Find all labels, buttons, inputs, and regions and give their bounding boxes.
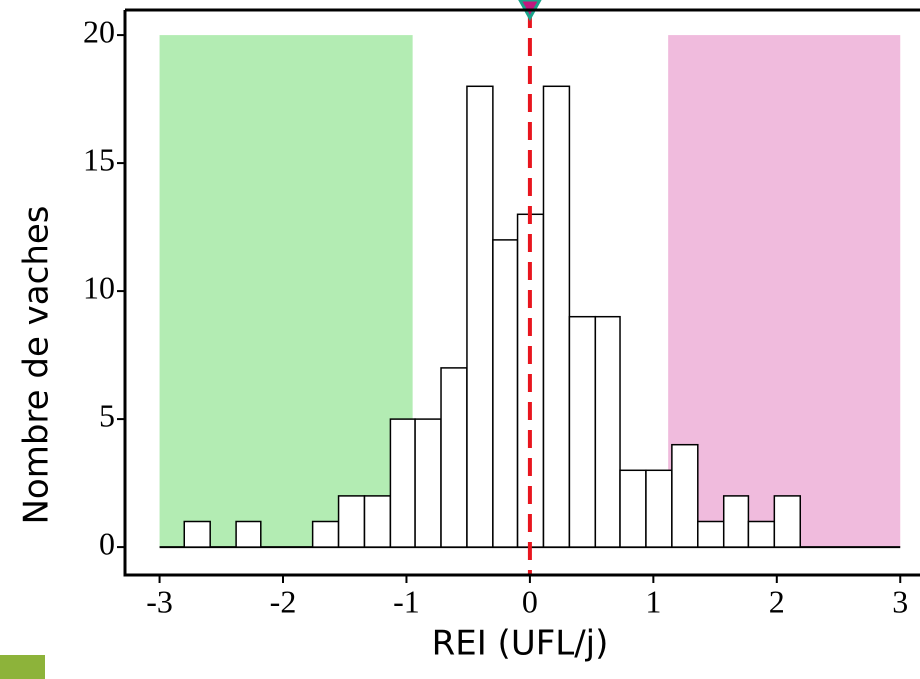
shaded-region <box>159 35 413 548</box>
bar <box>389 418 416 548</box>
y-axis-title: Nombre de vaches <box>17 205 57 524</box>
bar <box>311 520 340 548</box>
shaded-region <box>668 35 901 548</box>
bar <box>466 85 494 548</box>
y-tick-label: 20 <box>83 13 115 49</box>
x-tick-label: -1 <box>393 583 420 619</box>
axis-frame <box>123 8 920 577</box>
bar <box>773 495 802 548</box>
bar <box>363 495 392 548</box>
bar <box>542 85 571 548</box>
y-tick-label: 10 <box>83 269 115 305</box>
slide-decoration <box>0 655 45 679</box>
y-tick-label: 0 <box>99 525 115 561</box>
y-tick-label: 5 <box>99 397 115 433</box>
bar <box>337 495 366 548</box>
x-tick-label: 2 <box>769 583 785 619</box>
bar <box>414 418 442 548</box>
bar <box>235 520 262 548</box>
x-tick-label: -3 <box>146 583 173 619</box>
y-tick-label: 15 <box>83 141 115 177</box>
bar <box>568 315 597 548</box>
bar <box>440 367 468 548</box>
bar <box>747 520 776 548</box>
bar <box>722 495 750 548</box>
x-tick-label: 3 <box>892 583 908 619</box>
bar <box>594 315 621 548</box>
x-tick-label: 1 <box>645 583 661 619</box>
bar <box>619 469 647 548</box>
x-tick-label: 0 <box>522 583 538 619</box>
bar <box>183 520 211 548</box>
bar <box>671 443 699 548</box>
bar <box>697 520 725 548</box>
bar <box>645 469 673 548</box>
x-axis-title: REI (UFL/j) <box>432 624 609 664</box>
bar <box>492 239 519 548</box>
x-tick-label: -2 <box>270 583 297 619</box>
